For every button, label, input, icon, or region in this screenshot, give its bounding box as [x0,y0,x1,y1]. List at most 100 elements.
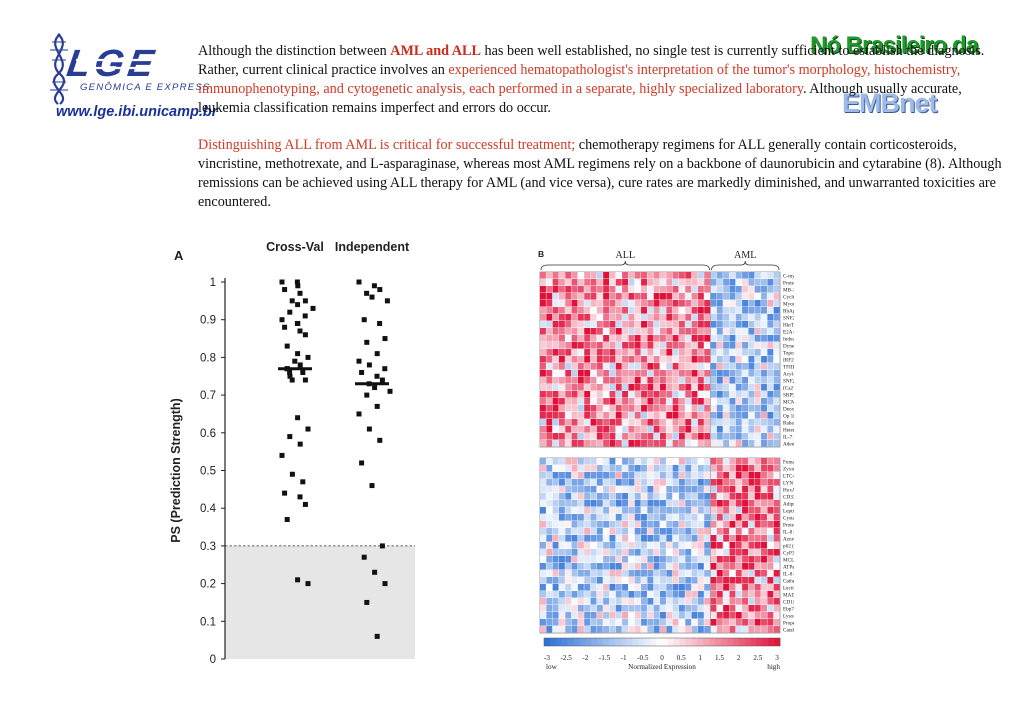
data-point [366,426,372,432]
lge-logo[interactable]: LGE GENÔMICA E EXPRESSÃO www.lge.ibi.uni… [40,30,217,125]
heatmap-cell [685,612,692,619]
heatmap-cell [697,279,704,286]
heatmap-cell [660,377,666,384]
heatmap-cell [761,577,767,584]
heatmap-cell [577,398,584,405]
heatmap-cell [754,465,761,472]
heatmap-cell [754,363,761,370]
heatmap-cell [716,419,723,426]
heatmap-cell [685,279,692,286]
colorbar-segment [732,638,739,646]
heatmap-cell [603,479,610,486]
heatmap-cell [565,391,572,398]
heatmap-cell [742,500,749,507]
heatmap-cell [653,549,660,556]
heatmap-cell [735,507,742,514]
heatmap-cell [590,465,597,472]
heatmap-cell [742,521,749,528]
data-point [289,471,295,477]
heatmap-cell [590,328,597,335]
heatmap-cell [678,293,685,300]
heatmap-cell [767,577,774,584]
heatmap-cell [552,426,559,433]
heatmap-cell [754,591,761,598]
heatmap-cell [691,377,698,384]
heatmap-cell [660,514,666,521]
heatmap-cell [641,377,647,384]
heatmap-cell [767,391,774,398]
heatmap-cell [596,328,603,335]
heatmap-cell [685,398,692,405]
heatmap-cell [609,598,616,605]
heatmap-cell [754,370,761,377]
heatmap-cell [603,465,610,472]
heatmap-cell [615,426,622,433]
heatmap-cell [761,293,767,300]
heatmap-cell [735,465,742,472]
heatmap-cell [552,321,559,328]
heatmap-cell [641,307,647,314]
heatmap-cell [634,279,641,286]
colorbar-tick-label: 0 [660,654,664,662]
heatmap-cell [540,493,546,500]
heatmap-cell [603,307,610,314]
heatmap-cell [622,398,629,405]
heatmap-cell [590,433,597,440]
heatmap-cell [590,300,597,307]
colorbar-segment [685,638,692,646]
heatmap-cell [723,419,730,426]
heatmap-cell [685,577,692,584]
heatmap-cell [558,493,565,500]
heatmap-cell [628,584,635,591]
heatmap-cell [584,584,591,591]
heatmap-cell [596,440,603,447]
heatmap-cell [716,458,723,465]
heatmap-cell [710,521,717,528]
heatmap-cell [565,384,572,391]
heatmap-cell [672,279,679,286]
y-tick-label: 0 [210,654,216,666]
heatmap-cell [571,279,578,286]
heatmap-cell [653,507,660,514]
heatmap-cell [540,377,546,384]
heatmap-cell [558,349,565,356]
heatmap-cell [609,426,616,433]
heatmap-cell [704,328,711,335]
heatmap-cell [584,370,591,377]
heatmap-cell [653,342,660,349]
heatmap-cell [767,440,774,447]
heatmap-cell [571,405,578,412]
heatmap-cell [710,556,717,563]
heatmap-cell [723,307,730,314]
heatmap-cell [603,549,610,556]
heatmap-cell [660,300,666,307]
heatmap-cell [647,605,654,612]
gene-label: Catalase (X04085) [783,626,794,633]
heatmap-cell [685,549,692,556]
heatmap-cell [540,433,546,440]
colorbar-tick-label: -2 [582,654,588,662]
heatmap-cell [577,458,584,465]
heatmap-cell [546,458,553,465]
gene-label: Fumarylacetoacetate (M55150) [783,458,794,465]
heatmap-cell [672,272,679,279]
heatmap-cell [660,412,666,419]
heatmap-cell [748,479,755,486]
heatmap-cell [729,356,736,363]
heatmap-cell [761,405,767,412]
heatmap-cell [754,549,761,556]
heatmap-cell [729,405,736,412]
data-point [287,434,293,440]
heatmap-cell [735,370,742,377]
data-point [287,309,293,315]
heatmap-cell [590,500,597,507]
heatmap-cell [704,321,711,328]
colorbar-segment [774,638,781,646]
heatmap-cell [685,286,692,293]
heatmap-cell [558,626,565,633]
heatmap-cell [653,433,660,440]
gene-label: Heterochromatin protein p25 (U35451) [783,426,794,433]
heatmap-cell [647,307,654,314]
site-url-link[interactable]: www.lge.ibi.unicamp.br [56,104,218,120]
heatmap-cell [697,286,704,293]
